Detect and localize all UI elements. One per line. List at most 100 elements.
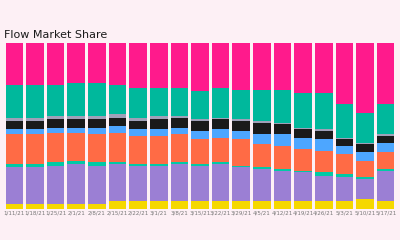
Bar xyxy=(315,129,332,131)
Bar xyxy=(253,168,271,169)
Bar xyxy=(26,168,44,204)
Bar xyxy=(68,43,85,83)
Bar xyxy=(253,169,271,201)
Bar xyxy=(212,119,230,129)
Bar xyxy=(129,166,147,201)
Bar xyxy=(232,168,250,201)
Bar xyxy=(26,204,44,209)
Bar xyxy=(171,164,188,201)
Bar xyxy=(88,116,106,119)
Bar xyxy=(68,204,85,209)
Bar xyxy=(253,123,271,134)
Bar xyxy=(47,43,64,85)
Bar xyxy=(129,201,147,209)
Bar xyxy=(150,116,168,119)
Bar xyxy=(6,134,23,164)
Bar xyxy=(377,201,394,209)
Bar xyxy=(6,204,23,209)
Bar xyxy=(294,138,312,149)
Bar xyxy=(232,131,250,139)
Bar xyxy=(68,83,85,116)
Bar xyxy=(336,43,353,104)
Bar xyxy=(88,204,106,209)
Bar xyxy=(336,201,353,209)
Bar xyxy=(68,116,85,119)
Bar xyxy=(274,146,291,169)
Bar xyxy=(68,164,85,204)
Bar xyxy=(68,119,85,128)
Bar xyxy=(191,164,209,166)
Bar xyxy=(129,121,147,129)
Bar xyxy=(191,166,209,201)
Bar xyxy=(191,139,209,164)
Bar xyxy=(47,128,64,133)
Bar xyxy=(88,166,106,204)
Bar xyxy=(171,162,188,164)
Bar xyxy=(274,123,291,124)
Bar xyxy=(377,143,394,152)
Bar xyxy=(171,128,188,134)
Bar xyxy=(68,133,85,161)
Bar xyxy=(171,134,188,162)
Text: Flow Market Share: Flow Market Share xyxy=(4,30,107,40)
Bar xyxy=(232,90,250,119)
Bar xyxy=(294,201,312,209)
Bar xyxy=(356,144,374,152)
Bar xyxy=(253,144,271,168)
Bar xyxy=(294,129,312,138)
Bar xyxy=(232,119,250,121)
Bar xyxy=(129,88,147,118)
Bar xyxy=(109,43,126,85)
Bar xyxy=(6,43,23,85)
Bar xyxy=(212,118,230,119)
Bar xyxy=(356,179,374,199)
Bar xyxy=(109,201,126,209)
Bar xyxy=(191,131,209,139)
Bar xyxy=(377,43,394,104)
Bar xyxy=(212,88,230,118)
Bar xyxy=(150,129,168,136)
Bar xyxy=(68,161,85,164)
Bar xyxy=(47,85,64,116)
Bar xyxy=(336,104,353,138)
Bar xyxy=(232,43,250,90)
Bar xyxy=(232,201,250,209)
Bar xyxy=(356,143,374,144)
Bar xyxy=(6,168,23,204)
Bar xyxy=(171,116,188,118)
Bar xyxy=(88,83,106,116)
Bar xyxy=(212,138,230,162)
Bar xyxy=(191,43,209,91)
Bar xyxy=(356,161,374,177)
Bar xyxy=(294,149,312,171)
Bar xyxy=(356,43,374,113)
Bar xyxy=(88,134,106,162)
Bar xyxy=(88,162,106,166)
Bar xyxy=(274,124,291,134)
Bar xyxy=(26,134,44,164)
Bar xyxy=(6,121,23,129)
Bar xyxy=(253,121,271,123)
Bar xyxy=(377,171,394,201)
Bar xyxy=(68,128,85,133)
Bar xyxy=(315,43,332,93)
Bar xyxy=(212,201,230,209)
Bar xyxy=(26,118,44,121)
Bar xyxy=(47,119,64,128)
Bar xyxy=(274,90,291,123)
Bar xyxy=(129,136,147,164)
Bar xyxy=(88,119,106,128)
Bar xyxy=(6,85,23,118)
Bar xyxy=(377,169,394,171)
Bar xyxy=(336,154,353,174)
Bar xyxy=(150,88,168,116)
Bar xyxy=(26,85,44,118)
Bar xyxy=(191,91,209,119)
Bar xyxy=(315,172,332,176)
Bar xyxy=(294,172,312,201)
Bar xyxy=(6,164,23,168)
Bar xyxy=(336,177,353,201)
Bar xyxy=(150,43,168,88)
Bar xyxy=(356,152,374,161)
Bar xyxy=(26,121,44,129)
